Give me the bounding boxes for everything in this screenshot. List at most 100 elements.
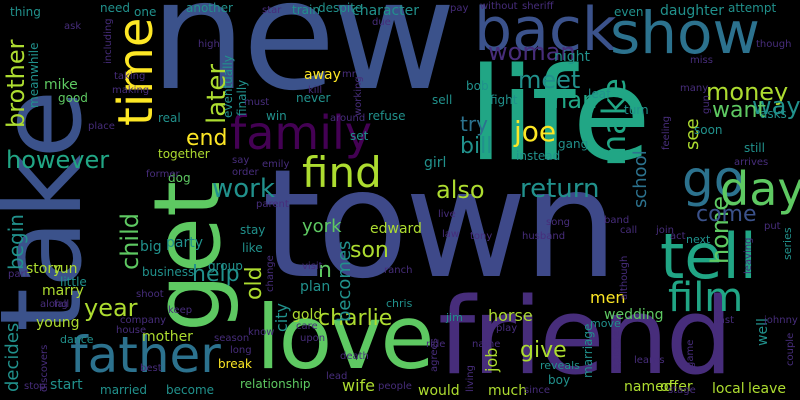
word-part: part [8, 269, 29, 280]
word-men: men [590, 288, 626, 307]
word-name: name [472, 339, 501, 350]
word-upon: upon [300, 333, 326, 344]
word-relationship: relationship [240, 377, 311, 391]
word-without: without [480, 1, 518, 12]
word-like: like [242, 241, 263, 255]
word-school: school [630, 150, 651, 208]
word-act: act [670, 231, 686, 242]
word-game: game [685, 339, 696, 368]
word-leave: leave [748, 381, 786, 397]
word-even: even [614, 5, 644, 19]
word-york: york [302, 216, 342, 237]
word-good: good [58, 91, 88, 105]
word-many: many [680, 83, 709, 94]
word-one: one [134, 5, 157, 19]
word-meanwhile: meanwhile [27, 42, 41, 108]
word-friend: friend [438, 275, 733, 398]
word-move: move [590, 317, 621, 330]
word-feeling: feeling [661, 115, 672, 150]
word-working: working [353, 76, 364, 116]
word-business: business [142, 265, 195, 279]
word-named: named [624, 379, 673, 395]
word-since: since [524, 385, 550, 396]
word-long: long [230, 345, 252, 356]
word-day: day [720, 162, 800, 216]
word-song: song [546, 217, 571, 228]
word-new: new [150, 0, 456, 124]
word-break: break [218, 357, 252, 371]
word-making: making [112, 85, 150, 96]
word-along: along [40, 299, 68, 310]
word-another: another [186, 1, 233, 15]
word-around: around [330, 113, 366, 124]
word-including: including [103, 18, 114, 64]
word-away: away [304, 67, 341, 83]
word-much: much [488, 383, 528, 399]
word-girl: girl [424, 155, 447, 171]
word-come: come [696, 202, 757, 227]
word-big: big [140, 239, 162, 255]
word-film: film [668, 275, 744, 321]
word-dance: dance [60, 333, 94, 346]
word-ask: ask [64, 21, 82, 32]
word-law: law [442, 229, 460, 240]
word-train: train [292, 3, 320, 17]
word-start: start [50, 377, 83, 393]
word-town: town [262, 138, 618, 312]
word-living: living [465, 365, 476, 392]
word-due: due [372, 17, 391, 28]
word-last: last [716, 315, 735, 326]
word-edward: edward [370, 221, 422, 237]
word-tell: tell [660, 220, 757, 293]
word-thing: thing [10, 5, 41, 19]
word-bill: bill [460, 134, 493, 159]
word-mother: mother [142, 329, 193, 345]
word-gun: gun [701, 94, 712, 114]
word-play: play [496, 323, 518, 334]
word-parent: parent [256, 199, 289, 210]
word-know: know [248, 327, 275, 338]
word-young: young [36, 315, 80, 331]
word-taking: taking [114, 71, 146, 82]
word-series: series [781, 227, 794, 260]
word-party: party [166, 235, 203, 251]
word-pay: pay [450, 3, 469, 14]
word-local: local [712, 381, 745, 397]
word-must: must [244, 97, 270, 108]
word-stage: stage [668, 385, 696, 396]
word-death: death [340, 351, 369, 362]
word-ride: ride [426, 339, 446, 350]
word-johnny: johnny [764, 315, 798, 326]
word-married: married [100, 383, 148, 397]
word-n: n [318, 258, 332, 283]
word-miss: miss [690, 55, 713, 66]
word-become: become [166, 383, 215, 397]
word-character: character [352, 3, 420, 19]
word-fall: fall [54, 299, 70, 310]
word-mike: mike [44, 77, 78, 93]
word-want: want [712, 98, 767, 123]
word-together: together [158, 147, 210, 161]
word-order: order [232, 167, 259, 178]
word-wedding: wedding [604, 307, 664, 323]
word-give: give [520, 338, 567, 363]
word-begin: begin [4, 214, 28, 270]
word-kill: kill [308, 85, 323, 96]
word-little: little [60, 275, 87, 289]
word-call: call [620, 225, 638, 236]
word-return: return [520, 174, 600, 204]
word-marry: marry [42, 283, 84, 299]
word-next: next [686, 233, 711, 246]
word-despite: despite [318, 1, 363, 15]
word-real: real [158, 111, 181, 125]
word-soon: soon [694, 123, 723, 137]
word-join: join [656, 225, 675, 236]
word-find: find [302, 148, 382, 197]
word-fight: fight [490, 93, 518, 107]
word-horse: horse [488, 306, 533, 325]
word-son: son [350, 238, 389, 263]
word-arrives: arrives [734, 157, 769, 168]
word-sell: sell [432, 93, 453, 107]
word-high: high [198, 39, 220, 50]
word-star: star [262, 5, 282, 16]
